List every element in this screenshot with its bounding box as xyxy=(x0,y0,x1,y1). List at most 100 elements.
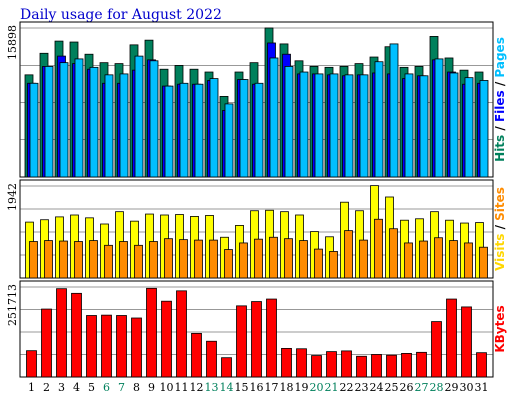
bar-kbytes-day-11 xyxy=(176,290,187,378)
bar-pages-day-20 xyxy=(314,73,324,178)
day-label-19: 19 xyxy=(295,381,309,394)
bar-pages-day-14 xyxy=(224,103,234,178)
day-label-27: 27 xyxy=(415,381,429,394)
bar-kbytes-day-4 xyxy=(71,292,82,378)
bar-pages-day-5 xyxy=(89,66,99,178)
day-label-2: 2 xyxy=(43,381,50,394)
legend-item: KBytes xyxy=(493,305,507,352)
bar-pages-day-17 xyxy=(269,57,279,178)
bar-pages-day-15 xyxy=(239,79,249,178)
bar-sites-day-20 xyxy=(314,248,323,279)
bar-kbytes-day-17 xyxy=(266,298,277,378)
bar-pages-day-10 xyxy=(164,85,174,178)
bar-kbytes-day-9 xyxy=(146,287,157,378)
bar-kbytes-day-26 xyxy=(401,353,412,378)
bar-sites-day-23 xyxy=(359,239,368,279)
bar-pages-day-19 xyxy=(299,71,309,178)
bar-sites-day-31 xyxy=(479,246,488,279)
day-label-6: 6 xyxy=(103,381,110,394)
bar-pages-day-21 xyxy=(329,73,339,178)
bar-sites-day-29 xyxy=(449,240,458,279)
bar-pages-day-3 xyxy=(59,62,69,178)
bar-pages-day-31 xyxy=(479,80,489,178)
bar-pages-day-2 xyxy=(44,66,54,178)
bar-sites-day-2 xyxy=(44,240,53,279)
bar-sites-day-5 xyxy=(89,240,98,279)
bar-sites-day-24 xyxy=(374,218,383,279)
bar-sites-day-7 xyxy=(119,241,128,279)
bar-pages-day-13 xyxy=(209,78,219,178)
day-label-1: 1 xyxy=(28,381,35,394)
bar-pages-day-18 xyxy=(284,66,294,178)
legend-item: Pages xyxy=(493,37,507,82)
bar-kbytes-day-16 xyxy=(251,301,262,378)
day-label-15: 15 xyxy=(235,381,249,394)
bar-sites-day-22 xyxy=(344,230,353,279)
bar-kbytes-day-19 xyxy=(296,348,307,378)
bar-pages-day-23 xyxy=(359,74,369,178)
bar-sites-day-26 xyxy=(404,242,413,279)
day-label-9: 9 xyxy=(148,381,155,394)
panel-visits-sites: 1942 Visits / Sites xyxy=(6,179,507,279)
bar-sites-day-25 xyxy=(389,228,398,279)
bar-sites-day-16 xyxy=(254,238,263,279)
bar-pages-day-6 xyxy=(104,74,114,178)
legend-visits-sites: Visits / Sites xyxy=(493,187,507,271)
bar-pages-day-24 xyxy=(374,61,384,178)
bar-kbytes-day-14 xyxy=(221,357,232,378)
bar-kbytes-day-21 xyxy=(326,351,337,378)
day-label-29: 29 xyxy=(445,381,459,394)
day-label-31: 31 xyxy=(475,381,489,394)
day-label-10: 10 xyxy=(160,381,174,394)
bar-kbytes-day-27 xyxy=(416,351,427,378)
bar-sites-day-30 xyxy=(464,242,473,279)
day-label-17: 17 xyxy=(265,381,279,394)
bar-kbytes-day-13 xyxy=(206,340,217,378)
bar-pages-day-29 xyxy=(449,72,459,178)
day-label-23: 23 xyxy=(355,381,369,394)
legend-item: Sites xyxy=(493,187,507,225)
day-label-16: 16 xyxy=(250,381,264,394)
bar-sites-day-12 xyxy=(194,239,203,279)
bar-pages-day-25 xyxy=(389,43,399,178)
chart-title: Daily usage for August 2022 xyxy=(20,7,222,23)
bar-sites-day-17 xyxy=(269,236,278,279)
bar-pages-day-28 xyxy=(434,58,444,178)
y-max-label: 15898 xyxy=(6,25,19,60)
bar-sites-day-21 xyxy=(329,251,338,279)
bar-kbytes-day-5 xyxy=(86,315,97,378)
day-label-3: 3 xyxy=(58,381,65,394)
legend-item: / xyxy=(493,81,507,90)
bar-sites-day-6 xyxy=(104,244,113,279)
panel-hits-files-pages: 15898 Hits / Files / Pages xyxy=(6,21,507,178)
day-label-22: 22 xyxy=(340,381,354,394)
bar-pages-day-1 xyxy=(29,82,39,178)
bar-sites-day-9 xyxy=(149,241,158,279)
bar-sites-day-13 xyxy=(209,239,218,279)
day-label-18: 18 xyxy=(280,381,294,394)
day-label-12: 12 xyxy=(190,381,204,394)
day-label-8: 8 xyxy=(133,381,140,394)
legend-item: Files xyxy=(493,90,507,126)
bar-sites-day-19 xyxy=(299,240,308,279)
bar-pages-day-7 xyxy=(119,73,129,178)
day-label-5: 5 xyxy=(88,381,95,394)
day-label-13: 13 xyxy=(205,381,219,394)
bar-sites-day-8 xyxy=(134,244,143,279)
day-label-4: 4 xyxy=(73,381,80,394)
bar-sites-day-1 xyxy=(29,241,38,279)
bar-sites-day-14 xyxy=(224,249,233,279)
bar-kbytes-day-7 xyxy=(116,315,127,378)
bar-sites-day-10 xyxy=(164,238,173,279)
bar-kbytes-day-10 xyxy=(161,300,172,378)
y-max-label: 1942 xyxy=(6,183,19,211)
bar-kbytes-day-24 xyxy=(371,354,382,378)
bar-kbytes-day-12 xyxy=(191,332,202,378)
bar-kbytes-day-22 xyxy=(341,350,352,378)
bar-pages-day-16 xyxy=(254,82,264,178)
day-label-20: 20 xyxy=(310,381,324,394)
bar-kbytes-day-2 xyxy=(41,308,52,378)
bar-pages-day-4 xyxy=(74,58,84,178)
bar-kbytes-day-29 xyxy=(446,298,457,378)
bar-pages-day-12 xyxy=(194,83,204,178)
